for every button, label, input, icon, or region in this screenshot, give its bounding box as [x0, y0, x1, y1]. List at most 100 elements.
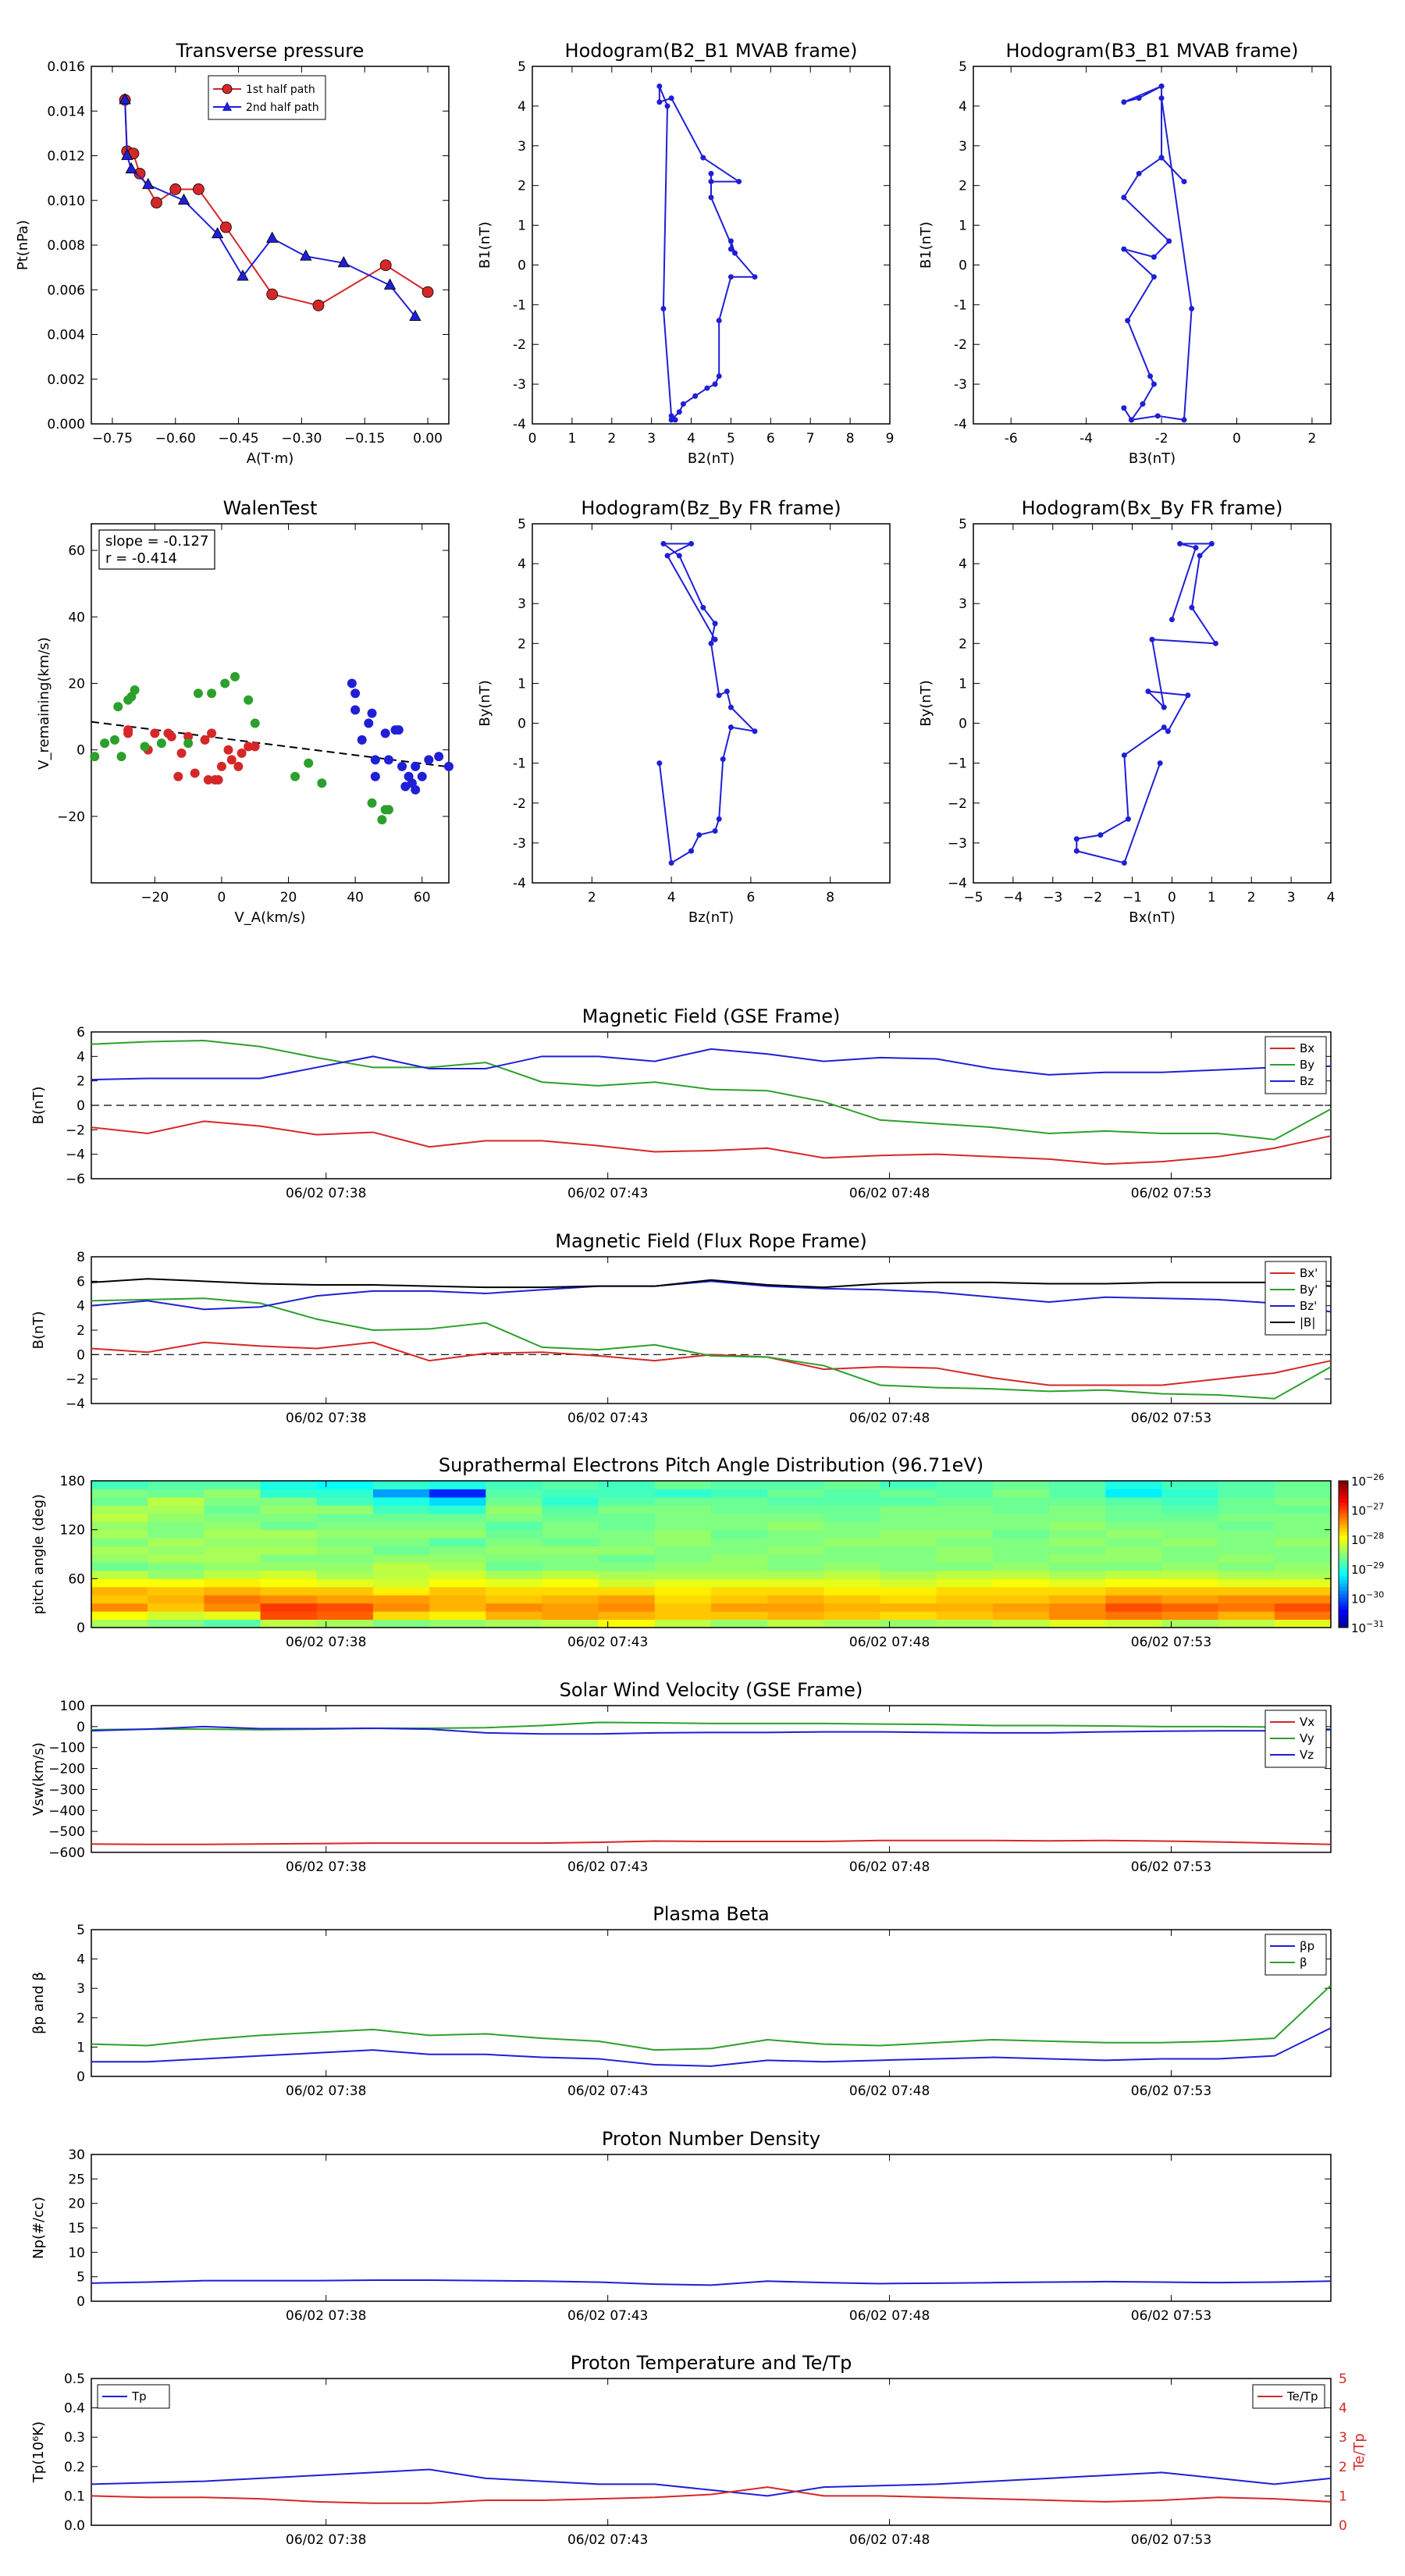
legend-label: Vz	[1300, 1748, 1314, 1762]
heatmap-cell	[598, 1546, 656, 1555]
data-point	[90, 752, 100, 762]
heatmap-cell	[880, 1619, 937, 1628]
heatmap-cell	[880, 1595, 937, 1604]
y-tick-label: -4	[513, 876, 526, 891]
legend-marker	[222, 84, 233, 94]
x-tick-label: 06/02 07:48	[849, 1186, 930, 1201]
heatmap-cell	[542, 1496, 599, 1506]
series-line	[91, 1120, 1332, 1165]
data-point	[704, 385, 710, 391]
chart-6: Magnetic Field (GSE Frame) 06/02 07:38 06/…	[30, 1005, 1332, 1201]
heatmap-cell	[148, 1481, 205, 1489]
x-tick-label: −0.60	[155, 431, 196, 447]
y-tick-label: 1	[959, 676, 967, 692]
heatmap-cell	[1161, 1586, 1219, 1596]
heatmap-cell	[372, 1595, 430, 1604]
y-tick-label: -4	[513, 417, 526, 432]
heatmap-cell	[1049, 1570, 1106, 1579]
heatmap-cell	[260, 1554, 318, 1563]
heatmap-cell	[204, 1578, 261, 1588]
heatmap-cell	[316, 1619, 374, 1628]
heatmap-cell	[1274, 1489, 1332, 1498]
heatmap-cell	[936, 1611, 994, 1621]
heatmap-cell	[204, 1611, 261, 1621]
x-tick-label: 06/02 07:48	[849, 2532, 930, 2548]
heatmap-cell	[598, 1505, 656, 1514]
heatmap-cell	[1218, 1578, 1275, 1588]
data-point	[220, 678, 230, 688]
heatmap-cell	[316, 1505, 374, 1514]
data-point	[383, 755, 393, 765]
heatmap-cell	[260, 1529, 318, 1539]
heatmap-cell	[486, 1562, 542, 1571]
heatmap-cell	[486, 1489, 542, 1498]
data-point	[1181, 417, 1187, 423]
heatmap-cell	[486, 1505, 542, 1514]
x-tick-label: 06/02 07:38	[286, 1635, 366, 1650]
heatmap-cell	[992, 1521, 1050, 1531]
heatmap-cell	[91, 1529, 148, 1539]
legend-label: By'	[1300, 1283, 1318, 1297]
data-point	[211, 226, 224, 239]
heatmap-cell	[1049, 1611, 1106, 1621]
heatmap-cell	[767, 1562, 824, 1571]
data-point	[668, 417, 674, 423]
colorbar-segment	[1339, 1503, 1348, 1507]
y-tick-label: 180	[60, 1474, 85, 1489]
heatmap-cell	[1161, 1489, 1219, 1498]
heatmap-cell	[767, 1521, 824, 1531]
data-point	[692, 393, 699, 399]
heatmap-cell	[1161, 1578, 1219, 1588]
heatmap-cell	[148, 1603, 205, 1612]
heatmap-cell	[316, 1562, 374, 1571]
data-point	[290, 771, 301, 781]
heatmap-cell	[992, 1496, 1050, 1506]
data-point	[176, 748, 187, 758]
heatmap-cell	[823, 1521, 881, 1531]
heatmap-cell	[936, 1521, 994, 1531]
y-tick-label: 2	[76, 2011, 85, 2026]
x-tick-label: -2	[1155, 431, 1168, 447]
y-tick-label: −300	[48, 1782, 85, 1798]
heatmap-cell	[1105, 1578, 1162, 1588]
data-point	[668, 859, 674, 866]
heatmap-cell	[204, 1496, 261, 1506]
colorbar-label: 10−26	[1351, 1472, 1384, 1489]
y-tick-label: 0.008	[47, 238, 85, 254]
heatmap-cell	[1161, 1513, 1219, 1522]
y-tick-label: -3	[513, 836, 526, 852]
heatmap-cell	[711, 1489, 768, 1498]
heatmap-cell	[936, 1619, 994, 1628]
x-tick-label: 06/02 07:43	[567, 1859, 648, 1875]
y-tick-label: 4	[76, 1049, 85, 1065]
heatmap-cell	[148, 1489, 205, 1498]
heatmap-cell	[936, 1603, 994, 1612]
heatmap-cell	[767, 1595, 824, 1604]
heatmap-cell	[148, 1595, 205, 1604]
heatmap-cell	[880, 1513, 937, 1522]
chart-3: WalenTest −20 0 20 40 60 −20 0 20 40 60 V_A(km/s) V_…	[36, 497, 454, 926]
series-line	[91, 1278, 1332, 1289]
heatmap-cell	[204, 1619, 261, 1628]
y-tick-label: -2	[954, 337, 967, 353]
heatmap-cell	[486, 1529, 542, 1539]
heatmap-cell	[1274, 1521, 1332, 1531]
legend-label: 1st half path	[246, 84, 315, 96]
heatmap-cell	[486, 1603, 542, 1612]
y-tick-label: 0.002	[47, 372, 85, 388]
data-point	[226, 755, 237, 765]
heatmap-cell	[823, 1505, 881, 1514]
heatmap-cell	[936, 1586, 994, 1596]
heatmap-cell	[936, 1570, 994, 1579]
heatmap-cell	[992, 1554, 1050, 1563]
heatmap-cell	[992, 1505, 1050, 1514]
heatmap-cell	[1049, 1603, 1106, 1612]
heatmap-cell	[372, 1489, 430, 1498]
x-tick-label: 9	[886, 431, 895, 447]
heatmap-cell	[654, 1529, 712, 1539]
heatmap-cell	[654, 1595, 712, 1604]
data-point	[676, 553, 682, 559]
data-point	[121, 148, 133, 160]
y-right-tick-label: 4	[1339, 2401, 1347, 2417]
heatmap-cell	[316, 1595, 374, 1604]
